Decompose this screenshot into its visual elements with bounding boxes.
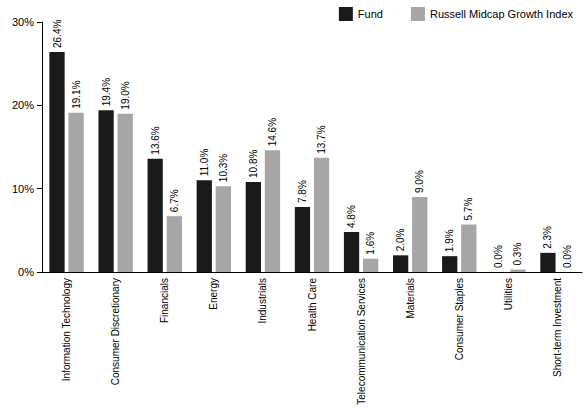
svg-text:19.1%: 19.1%: [71, 80, 82, 108]
svg-text:Telecommunication Services: Telecommunication Services: [356, 278, 367, 405]
svg-text:Short-term Investment: Short-term Investment: [552, 278, 563, 377]
svg-text:Materials: Materials: [405, 278, 416, 319]
svg-text:1.9%: 1.9%: [444, 229, 455, 252]
svg-text:10%: 10%: [12, 183, 34, 195]
svg-text:30%: 30%: [12, 16, 34, 28]
svg-text:0.0%: 0.0%: [493, 245, 504, 268]
svg-text:19.4%: 19.4%: [101, 78, 112, 106]
svg-text:13.6%: 13.6%: [150, 126, 161, 154]
svg-text:Consumer Discretionary: Consumer Discretionary: [110, 278, 121, 385]
svg-text:Health Care: Health Care: [307, 278, 318, 332]
svg-text:9.0%: 9.0%: [414, 170, 425, 193]
svg-text:14.6%: 14.6%: [267, 118, 278, 146]
svg-text:2.0%: 2.0%: [395, 228, 406, 251]
svg-text:5.7%: 5.7%: [463, 198, 474, 221]
svg-text:26.4%: 26.4%: [52, 20, 63, 48]
svg-text:Energy: Energy: [208, 278, 219, 310]
svg-text:10.3%: 10.3%: [218, 154, 229, 182]
svg-text:11.0%: 11.0%: [199, 149, 210, 177]
svg-text:0.0%: 0.0%: [562, 245, 573, 268]
svg-text:Utilities: Utilities: [503, 278, 514, 310]
svg-text:13.7%: 13.7%: [316, 125, 327, 153]
svg-text:7.8%: 7.8%: [297, 180, 308, 203]
svg-text:1.6%: 1.6%: [365, 232, 376, 255]
svg-text:19.0%: 19.0%: [120, 81, 131, 109]
svg-text:Financials: Financials: [159, 278, 170, 323]
svg-text:2.3%: 2.3%: [542, 226, 553, 249]
svg-text:10.8%: 10.8%: [248, 150, 259, 178]
svg-text:20%: 20%: [12, 99, 34, 111]
svg-text:Russell Midcap Growth Index: Russell Midcap Growth Index: [430, 8, 574, 20]
svg-text:0.3%: 0.3%: [512, 243, 523, 266]
svg-text:Industrials: Industrials: [257, 278, 268, 324]
svg-text:6.7%: 6.7%: [169, 189, 180, 212]
svg-text:0%: 0%: [18, 266, 34, 278]
svg-text:Fund: Fund: [358, 8, 383, 20]
svg-text:Consumer Staples: Consumer Staples: [454, 278, 465, 360]
svg-text:4.8%: 4.8%: [346, 205, 357, 228]
svg-text:Information Technology: Information Technology: [61, 278, 72, 381]
